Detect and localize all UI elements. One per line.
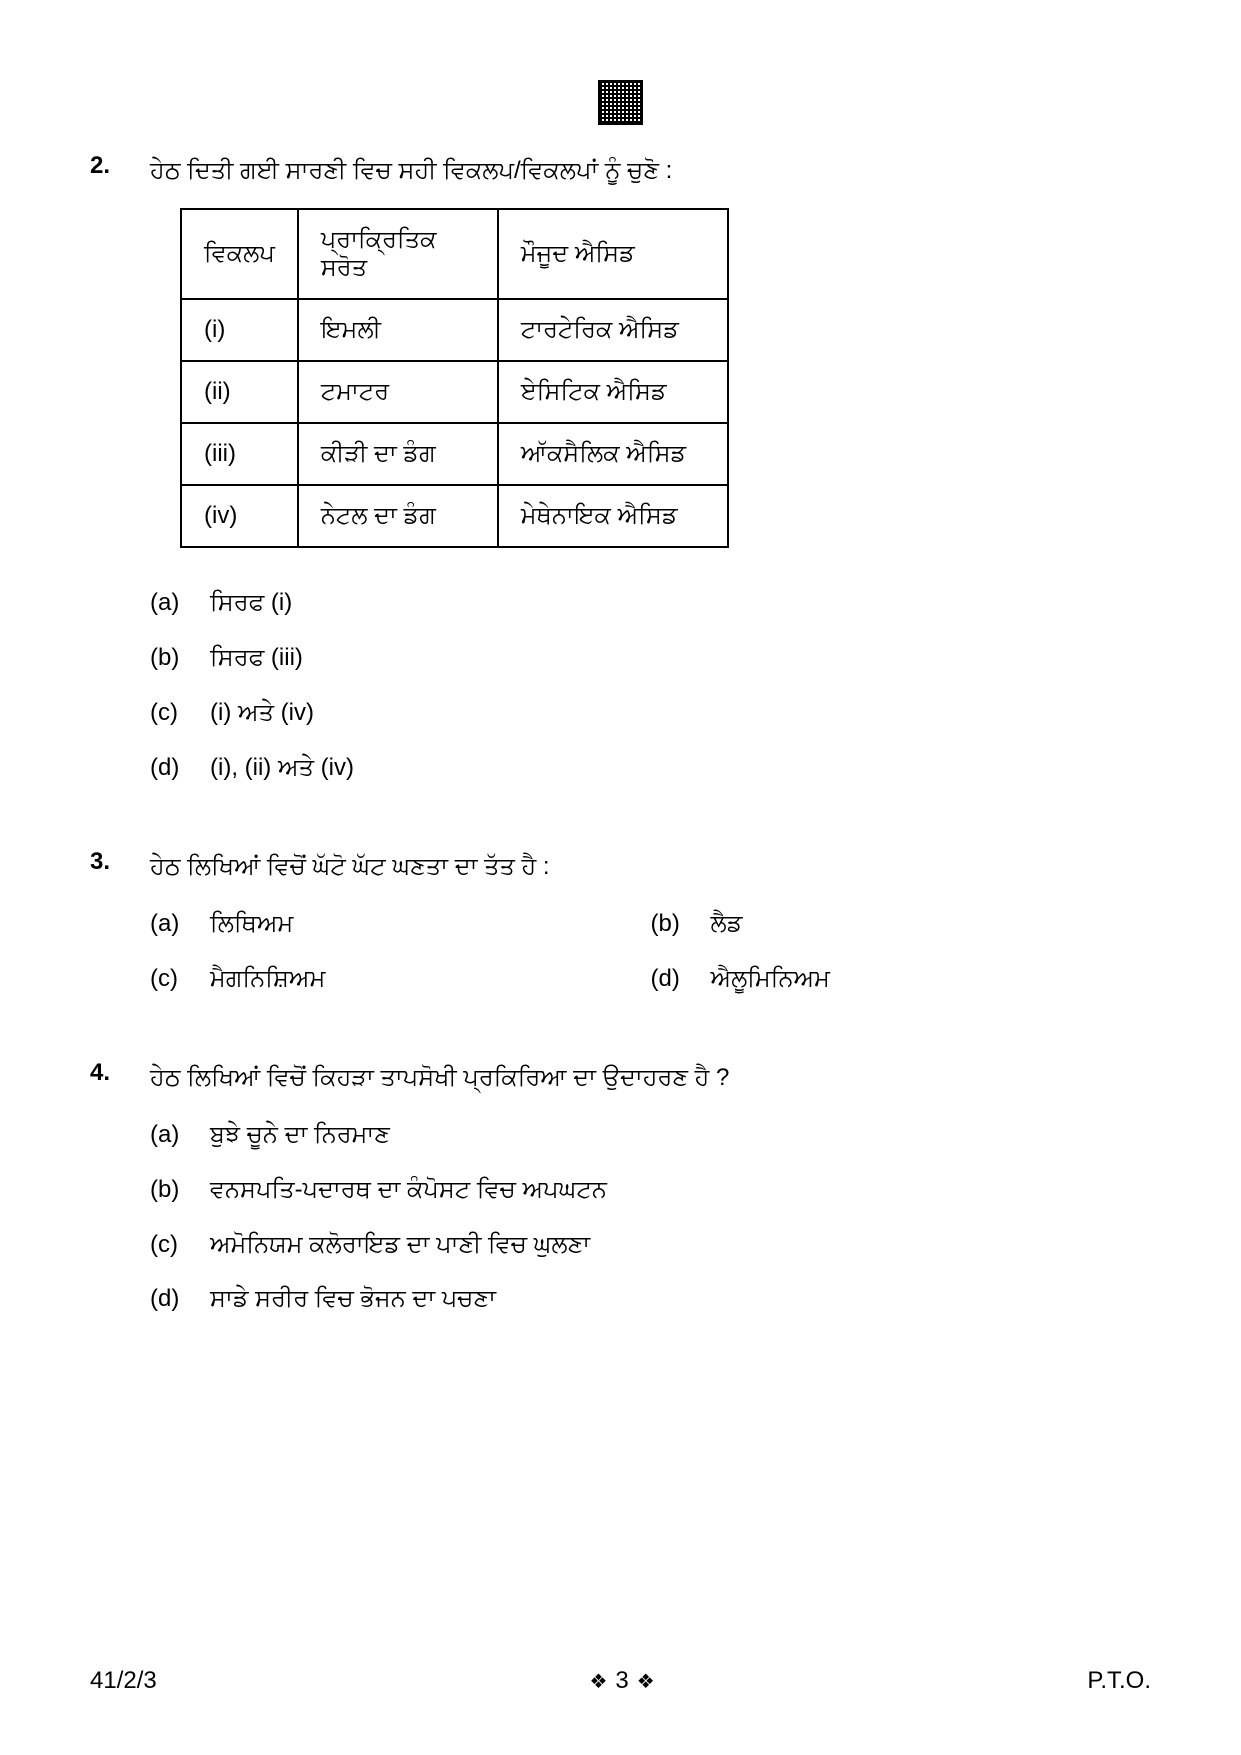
q2-options: (a) ਸਿਰਫ (i) (b) ਸਿਰਫ (iii) (c) (i) ਅਤੇ … <box>150 583 1151 788</box>
ornament-icon: ❖ <box>589 1669 607 1694</box>
question-body: ਹੇਠ ਦਿਤੀ ਗਈ ਸਾਰਣੀ ਵਿਚ ਸਹੀ ਵਿਕਲਪ/ਵਿਕਲਪਾਂ … <box>150 152 1151 803</box>
page-number-container: ❖ 3 ❖ <box>589 1667 654 1695</box>
option-label: (a) <box>150 1115 210 1156</box>
option-text: ਮੈਗਨਿਸ਼ਿਅਮ <box>210 959 651 1000</box>
option-text: ਸਿਰਫ (i) <box>210 583 1151 624</box>
option: (b) ਸਿਰਫ (iii) <box>150 638 1151 679</box>
question-4: 4. ਹੇਠ ਲਿਖਿਆਂ ਵਿਚੋਂ ਕਿਹੜਾ ਤਾਪਸੋਖੀ ਪ੍ਰਕਿਰ… <box>90 1059 1151 1335</box>
option: (c) ਮੈਗਨਿਸ਼ਿਅਮ <box>150 959 651 1000</box>
question-number: 3. <box>90 848 150 1014</box>
q4-options: (a) ਬੁਝੇ ਚੂਨੇ ਦਾ ਨਿਰਮਾਣ (b) ਵਨਸਪਤਿ-ਪਦਾਰਥ… <box>150 1115 1151 1320</box>
option-label: (d) <box>150 748 210 789</box>
question-number: 2. <box>90 152 150 803</box>
page-footer: 41/2/3 ❖ 3 ❖ P.T.O. <box>90 1667 1151 1695</box>
table-cell: ਏਸਿਟਿਕ ਐਸਿਡ <box>498 361 728 423</box>
paper-code: 41/2/3 <box>90 1667 157 1695</box>
table-cell: (iv) <box>181 485 298 547</box>
table-header-cell: ਮੌਜੂਦ ਐਸਿਡ <box>498 209 728 299</box>
table-row: (i) ਇਮਲੀ ਟਾਰਟੇਰਿਕ ਐਸਿਡ <box>181 299 728 361</box>
table-row: (iii) ਕੀੜੀ ਦਾ ਡੰਗ ਆੱਕਸੈਲਿਕ ਐਸਿਡ <box>181 423 728 485</box>
option-text: ਬੁਝੇ ਚੂਨੇ ਦਾ ਨਿਰਮਾਣ <box>210 1115 1151 1156</box>
option: (b) ਲੈਡ <box>651 904 1152 945</box>
option-label: (c) <box>150 1225 210 1266</box>
q3-options: (a) ਲਿਥਿਅਮ (b) ਲੈਡ (c) ਮੈਗਨਿਸ਼ਿਅਮ (d) ਐਲ… <box>150 904 1151 1014</box>
question-prompt: ਹੇਠ ਦਿਤੀ ਗਈ ਸਾਰਣੀ ਵਿਚ ਸਹੀ ਵਿਕਲਪ/ਵਿਕਲਪਾਂ … <box>150 152 1151 190</box>
option-label: (a) <box>150 583 210 624</box>
question-2: 2. ਹੇਠ ਦਿਤੀ ਗਈ ਸਾਰਣੀ ਵਿਚ ਸਹੀ ਵਿਕਲਪ/ਵਿਕਲਪ… <box>90 152 1151 803</box>
table-cell: ਟਾਰਟੇਰਿਕ ਐਸਿਡ <box>498 299 728 361</box>
option: (a) ਸਿਰਫ (i) <box>150 583 1151 624</box>
table-cell: ਮੇਥੇਨਾਇਕ ਐਸਿਡ <box>498 485 728 547</box>
option-text: (i) ਅਤੇ (iv) <box>210 693 1151 734</box>
table-cell: ਇਮਲੀ <box>298 299 498 361</box>
option-text: ਲਿਥਿਅਮ <box>210 904 651 945</box>
question-body: ਹੇਠ ਲਿਖਿਆਂ ਵਿਚੋਂ ਘੱਟੋ ਘੱਟ ਘਣਤਾ ਦਾ ਤੱਤ ਹੈ… <box>150 848 1151 1014</box>
table-header-row: ਵਿਕਲਪ ਪ੍ਰਾਕ੍ਰਿਤਿਕ ਸਰੋਤ ਮੌਜੂਦ ਐਸਿਡ <box>181 209 728 299</box>
option: (d) ਐਲੂਮਿਨਿਅਮ <box>651 959 1152 1000</box>
option-text: ਵਨਸਪਤਿ-ਪਦਾਰਥ ਦਾ ਕੰਪੋਸਟ ਵਿਚ ਅਪਘਟਨ <box>210 1170 1151 1211</box>
table-row: (iv) ਨੇਟਲ ਦਾ ਡੰਗ ਮੇਥੇਨਾਇਕ ਐਸਿਡ <box>181 485 728 547</box>
option-text: (i), (ii) ਅਤੇ (iv) <box>210 748 1151 789</box>
table-cell: ਟਮਾਟਰ <box>298 361 498 423</box>
option-text: ਅਮੋਨਿਯਮ ਕਲੋਰਾਇਡ ਦਾ ਪਾਣੀ ਵਿਚ ਘੁਲਣਾ <box>210 1225 1151 1266</box>
option-label: (c) <box>150 693 210 734</box>
option: (d) (i), (ii) ਅਤੇ (iv) <box>150 748 1151 789</box>
option: (c) ਅਮੋਨਿਯਮ ਕਲੋਰਾਇਡ ਦਾ ਪਾਣੀ ਵਿਚ ਘੁਲਣਾ <box>150 1225 1151 1266</box>
option: (b) ਵਨਸਪਤਿ-ਪਦਾਰਥ ਦਾ ਕੰਪੋਸਟ ਵਿਚ ਅਪਘਟਨ <box>150 1170 1151 1211</box>
table-cell: (ii) <box>181 361 298 423</box>
table-cell: (i) <box>181 299 298 361</box>
option: (c) (i) ਅਤੇ (iv) <box>150 693 1151 734</box>
option-text: ਸਾਡੇ ਸਰੀਰ ਵਿਚ ਭੋਜਨ ਦਾ ਪਚਣਾ <box>210 1279 1151 1320</box>
q2-table: ਵਿਕਲਪ ਪ੍ਰਾਕ੍ਰਿਤਿਕ ਸਰੋਤ ਮੌਜੂਦ ਐਸਿਡ (i) ਇਮ… <box>180 208 729 548</box>
table-cell: ਨੇਟਲ ਦਾ ਡੰਗ <box>298 485 498 547</box>
question-body: ਹੇਠ ਲਿਖਿਆਂ ਵਿਚੋਂ ਕਿਹੜਾ ਤਾਪਸੋਖੀ ਪ੍ਰਕਿਰਿਆ … <box>150 1059 1151 1335</box>
option-label: (b) <box>150 638 210 679</box>
option: (d) ਸਾਡੇ ਸਰੀਰ ਵਿਚ ਭੋਜਨ ਦਾ ਪਚਣਾ <box>150 1279 1151 1320</box>
option-text: ਐਲੂਮਿਨਿਅਮ <box>711 959 1152 1000</box>
question-3: 3. ਹੇਠ ਲਿਖਿਆਂ ਵਿਚੋਂ ਘੱਟੋ ਘੱਟ ਘਣਤਾ ਦਾ ਤੱਤ… <box>90 848 1151 1014</box>
table-header-cell: ਵਿਕਲਪ <box>181 209 298 299</box>
option: (a) ਲਿਥਿਅਮ <box>150 904 651 945</box>
table-header-cell: ਪ੍ਰਾਕ੍ਰਿਤਿਕ ਸਰੋਤ <box>298 209 498 299</box>
table-cell: (iii) <box>181 423 298 485</box>
pto-label: P.T.O. <box>1087 1667 1151 1695</box>
option-label: (d) <box>651 959 711 1000</box>
qr-container <box>90 80 1151 132</box>
option: (a) ਬੁਝੇ ਚੂਨੇ ਦਾ ਨਿਰਮਾਣ <box>150 1115 1151 1156</box>
page-number: 3 <box>615 1667 628 1695</box>
table-row: (ii) ਟਮਾਟਰ ਏਸਿਟਿਕ ਐਸਿਡ <box>181 361 728 423</box>
option-label: (c) <box>150 959 210 1000</box>
ornament-icon: ❖ <box>637 1669 655 1694</box>
option-label: (b) <box>150 1170 210 1211</box>
question-prompt: ਹੇਠ ਲਿਖਿਆਂ ਵਿਚੋਂ ਘੱਟੋ ਘੱਟ ਘਣਤਾ ਦਾ ਤੱਤ ਹੈ… <box>150 848 1151 886</box>
question-number: 4. <box>90 1059 150 1335</box>
option-label: (d) <box>150 1279 210 1320</box>
option-label: (a) <box>150 904 210 945</box>
question-prompt: ਹੇਠ ਲਿਖਿਆਂ ਵਿਚੋਂ ਕਿਹੜਾ ਤਾਪਸੋਖੀ ਪ੍ਰਕਿਰਿਆ … <box>150 1059 1151 1097</box>
option-text: ਸਿਰਫ (iii) <box>210 638 1151 679</box>
qr-code-icon <box>598 80 643 125</box>
option-text: ਲੈਡ <box>711 904 1152 945</box>
table-cell: ਆੱਕਸੈਲਿਕ ਐਸਿਡ <box>498 423 728 485</box>
option-label: (b) <box>651 904 711 945</box>
table-cell: ਕੀੜੀ ਦਾ ਡੰਗ <box>298 423 498 485</box>
